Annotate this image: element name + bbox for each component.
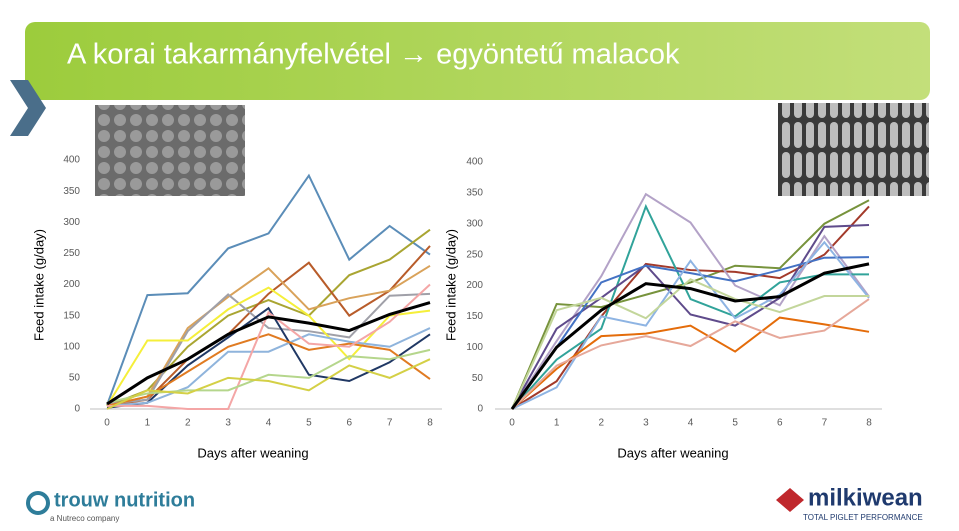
trouw-logo-mark bbox=[26, 491, 50, 515]
milkiwean-logo: milkiwean bbox=[808, 484, 923, 511]
x-tick-label: 3 bbox=[225, 418, 231, 429]
x-tick-label: 4 bbox=[266, 418, 272, 429]
x-tick-label: 0 bbox=[509, 418, 515, 429]
series-line bbox=[511, 240, 870, 410]
x-tick-label: 4 bbox=[688, 418, 694, 429]
milkiwean-sub: TOTAL PIGLET PERFORMANCE bbox=[803, 513, 923, 522]
y-axis-title: Feed intake (g/day) bbox=[443, 229, 458, 341]
x-axis-title: Days after weaning bbox=[197, 445, 308, 460]
x-tick-label: 1 bbox=[554, 418, 560, 429]
sem-photo-left bbox=[95, 105, 245, 196]
series-line bbox=[511, 192, 870, 410]
x-tick-label: 5 bbox=[732, 418, 738, 429]
y-tick-label: 100 bbox=[466, 342, 483, 353]
series-line bbox=[511, 223, 870, 410]
series-line bbox=[106, 301, 431, 406]
y-tick-label: 50 bbox=[69, 373, 81, 384]
x-tick-label: 2 bbox=[598, 418, 604, 429]
series-line bbox=[510, 262, 870, 410]
x-tick-label: 7 bbox=[387, 418, 393, 429]
series-line bbox=[511, 203, 869, 410]
y-tick-label: 400 bbox=[63, 155, 80, 166]
series-line bbox=[511, 199, 870, 410]
series-line bbox=[106, 173, 431, 406]
x-tick-label: 8 bbox=[866, 418, 872, 429]
y-tick-label: 50 bbox=[472, 373, 484, 384]
x-tick-label: 8 bbox=[427, 418, 433, 429]
header-banner bbox=[25, 22, 930, 100]
x-tick-label: 2 bbox=[185, 418, 191, 429]
slide-title: A korai takarmányfelvétel → egyöntetű ma… bbox=[67, 39, 680, 71]
y-tick-label: 250 bbox=[63, 248, 80, 259]
x-tick-label: 7 bbox=[822, 418, 828, 429]
trouw-logo: trouw nutrition bbox=[54, 489, 195, 511]
series-line bbox=[106, 306, 431, 409]
y-tick-label: 350 bbox=[63, 186, 80, 197]
y-tick-label: 0 bbox=[477, 404, 483, 415]
series-line bbox=[511, 278, 869, 410]
x-tick-label: 6 bbox=[777, 418, 783, 429]
x-tick-label: 1 bbox=[145, 418, 151, 429]
y-tick-label: 200 bbox=[466, 280, 483, 291]
series-line bbox=[106, 264, 431, 407]
series-line bbox=[511, 298, 870, 410]
y-tick-label: 350 bbox=[466, 188, 483, 199]
series-line bbox=[106, 358, 431, 410]
x-tick-label: 3 bbox=[643, 418, 649, 429]
series-line bbox=[106, 292, 431, 406]
x-axis-title: Days after weaning bbox=[617, 445, 728, 460]
series-line bbox=[107, 283, 431, 410]
sem-photo-right bbox=[778, 103, 929, 196]
series-line bbox=[511, 256, 870, 410]
y-tick-label: 150 bbox=[63, 310, 80, 321]
milkiwean-logo-mark bbox=[776, 488, 804, 512]
series-line bbox=[106, 245, 431, 407]
y-tick-label: 300 bbox=[466, 218, 483, 229]
series-line bbox=[106, 333, 431, 407]
series-line bbox=[106, 327, 431, 407]
series-line bbox=[106, 348, 431, 404]
x-tick-label: 6 bbox=[346, 418, 352, 429]
y-tick-label: 0 bbox=[74, 404, 80, 415]
trouw-sub: a Nutreco company bbox=[50, 514, 119, 523]
x-tick-label: 5 bbox=[306, 418, 312, 429]
y-tick-label: 100 bbox=[63, 341, 80, 352]
chevron-icon bbox=[10, 80, 46, 136]
y-tick-label: 200 bbox=[63, 279, 80, 290]
y-axis-title: Feed intake (g/day) bbox=[31, 229, 46, 341]
y-tick-label: 400 bbox=[466, 157, 483, 168]
y-tick-label: 150 bbox=[466, 311, 483, 322]
y-tick-label: 300 bbox=[63, 217, 80, 228]
y-tick-label: 250 bbox=[466, 249, 483, 260]
x-tick-label: 0 bbox=[104, 418, 110, 429]
